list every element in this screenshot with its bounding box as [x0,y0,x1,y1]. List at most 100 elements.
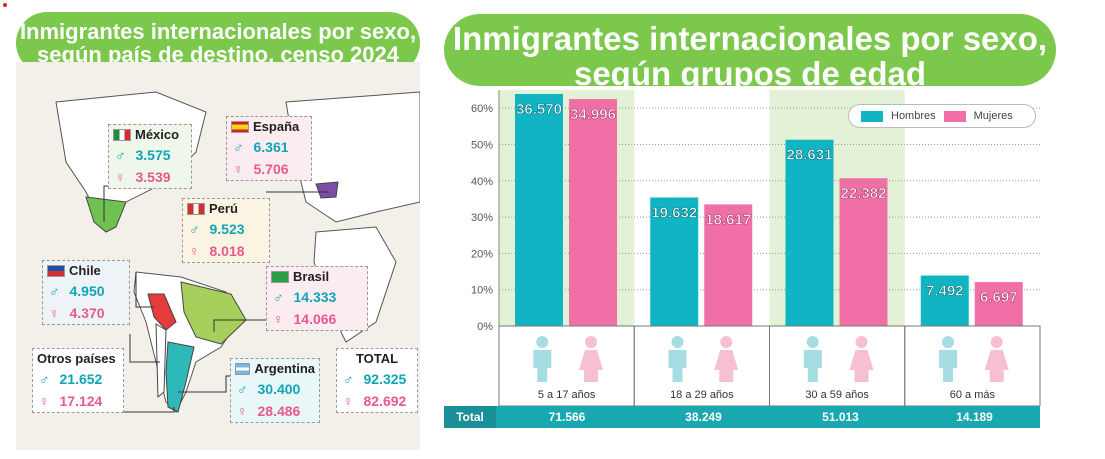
peru-flag-icon [187,202,205,215]
male-person-icon [939,350,958,382]
left-title-line2: según país de destino, censo 2024 [37,42,399,68]
male-person-icon [942,336,955,348]
legend-hombres-label: Hombres [891,110,936,122]
male-person-icon: ♂ [189,221,200,237]
male-person-icon [806,336,819,348]
bar-hombres [920,275,969,326]
chile-flag-icon [47,264,65,277]
y-tick-label: 40% [471,176,493,188]
male-person-icon: ♂ [233,139,244,155]
total-cell: 71.566 [548,410,586,424]
female-value: 4.370 [69,305,105,321]
bar-data-label: 19.632 [651,204,697,221]
female-person-icon: ♀ [273,311,284,327]
female-person-icon [849,350,874,382]
female-person-icon [578,350,603,382]
legend: Hombres Mujeres [848,104,1036,128]
y-tick-label: 0% [477,321,493,333]
male-value: 6.361 [253,139,289,155]
y-tick-label: 10% [471,285,493,297]
bar-mujeres [974,282,1023,326]
card-total: TOTAL ♂ 92.325 ♀ 82.692 [336,348,418,413]
bar-data-label: 28.631 [787,147,833,164]
bar-data-label: 18.617 [705,211,751,228]
total-cell: 14.189 [956,410,993,424]
male-value: 92.325 [363,371,407,387]
female-value: 14.066 [293,311,337,327]
card-brasil: Brasil ♂ 14.333 ♀ 14.066 [266,266,368,331]
legend-mujeres-label: Mujeres [973,110,1013,122]
male-person-icon [536,336,549,348]
male-person-icon [671,336,684,348]
total-cell: 51.013 [822,410,859,424]
bar-hombres [785,139,834,326]
legend-mujeres-swatch [943,110,966,122]
card-espana: España ♂ 6.361 ♀ 5.706 [226,116,312,181]
country-name: Chile [69,263,101,278]
female-person-icon: ♀ [237,403,248,419]
male-value: 3.575 [135,147,171,163]
female-value: 17.124 [59,393,103,409]
male-person-icon: ♂ [343,371,354,387]
bar-hombres [650,197,699,326]
spain-flag-icon [231,120,249,133]
bar-mujeres [569,99,617,326]
female-person-icon [990,336,1003,348]
male-value: 9.523 [209,221,245,237]
male-value: 21.652 [59,371,103,387]
female-value: 8.018 [209,243,245,259]
bar-data-label: 6.697 [980,289,1018,306]
country-name: TOTAL [355,351,399,366]
bar-mujeres [839,178,888,326]
mexico-flag-icon [113,128,131,141]
card-argentina: Argentina ♂ 30.400 ♀ 28.486 [230,358,320,423]
male-value: 14.333 [293,289,337,305]
card-chile: Chile ♂ 4.950 ♀ 4.370 [42,260,130,325]
bar-data-label: 34.996 [570,106,616,123]
chart-title-line2: según grupos de edad [573,54,927,92]
male-value: 30.400 [257,381,301,397]
female-value: 5.706 [253,161,289,177]
female-person-icon [714,350,739,382]
female-person-icon [720,336,733,348]
female-person-icon: ♀ [39,393,50,409]
male-person-icon: ♂ [115,147,126,163]
bar-data-label: 7.492 [926,283,964,300]
female-person-icon [984,350,1009,382]
argentina-flag-icon [235,362,251,375]
x-category-label: 60 a más [950,389,996,401]
card-mexico: México ♂ 3.575 ♀ 3.539 [108,124,192,189]
female-person-icon: ♀ [343,393,354,409]
x-category-label: 30 a 59 años [805,389,869,401]
male-person-icon [533,350,552,382]
female-person-icon: ♀ [115,169,126,185]
country-name: Brasil [293,269,330,284]
country-name: España [253,119,300,134]
bar-data-label: 36.570 [516,101,562,118]
legend-hombres-swatch [861,110,883,122]
female-value: 28.486 [257,403,301,419]
female-person-icon: ♀ [189,243,200,259]
male-value: 4.950 [69,283,105,299]
y-tick-label: 30% [471,212,493,224]
x-category-label: 18 a 29 años [670,389,734,401]
left-title-line1: Inmigrantes internacionales por sexo, [19,19,417,44]
totals-row: Total 71.566 38.249 51.013 14.189 [444,406,1040,428]
totals-label: Total [444,406,496,428]
bar-mujeres [704,204,753,326]
female-value: 82.692 [363,393,407,409]
y-tick-label: 50% [471,139,493,151]
female-person-icon: ♀ [233,161,244,177]
female-person-icon [855,336,868,348]
male-person-icon: ♂ [237,381,248,397]
male-person-icon: ♂ [39,371,50,387]
country-name: Argentina [254,361,315,376]
chart-title-line1: Inmigrantes internacionales por sexo, [452,20,1048,57]
chart-title: Inmigrantes internacionales por sexo, se… [444,14,1056,90]
card-otros: Otros países ♂ 21.652 ♀ 17.124 [32,348,124,413]
male-person-icon [668,350,687,382]
bar-data-label: 22.382 [841,185,887,202]
country-name: Otros países [37,351,116,366]
x-category-label: 5 a 17 años [538,389,596,401]
